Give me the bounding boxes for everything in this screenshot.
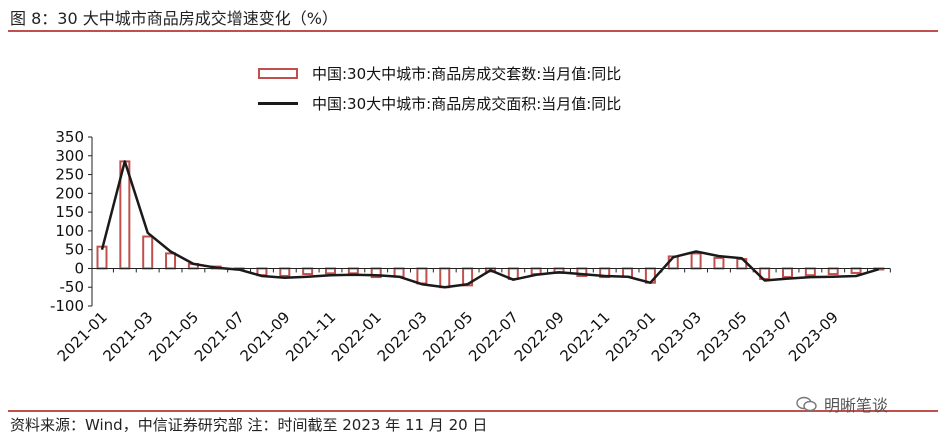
title-rule: [8, 30, 938, 32]
bar-2021-01: [96, 245, 108, 270]
bar-2023-08: [804, 267, 816, 277]
legend-bar-swatch: [258, 67, 298, 79]
bar-2023-09: [827, 267, 839, 276]
bar-2023-10: [850, 267, 862, 274]
bar-2021-04: [165, 252, 177, 270]
source-note: 资料来源：Wind，中信证券研究部 注：时间截至 2023 年 11 月 20 …: [10, 416, 488, 434]
line-series: [100, 160, 880, 289]
bar-2021-03: [142, 235, 154, 270]
y-tick-label: 50: [65, 241, 84, 259]
y-tick-label: -100: [50, 297, 84, 315]
bar-2021-12: [347, 267, 359, 275]
y-tick-label: 150: [55, 203, 84, 221]
legend: 中国:30大中城市:商品房成交套数:当月值:同比 中国:30大中城市:商品房成交…: [258, 58, 621, 118]
bar-2022-03: [416, 267, 428, 285]
y-tick-label: 300: [55, 147, 84, 165]
x-tick-label: 2023-09: [785, 308, 842, 365]
legend-entry-line: 中国:30大中城市:商品房成交面积:当月值:同比: [258, 88, 621, 118]
y-tick-label: 0: [74, 259, 84, 277]
legend-label-line: 中国:30大中城市:商品房成交面积:当月值:同比: [312, 94, 622, 113]
bar-2021-10: [302, 267, 314, 276]
y-tick-label: 100: [55, 222, 84, 240]
chart-title: 图 8：30 大中城市商品房成交增速变化（%）: [10, 9, 338, 28]
bar-2023-07: [782, 267, 793, 279]
bottom-rule: [8, 410, 938, 412]
bar-2023-03: [690, 252, 702, 270]
y-tick-label: -50: [60, 278, 85, 296]
wechat-icon: [796, 396, 817, 412]
legend-line-swatch: [258, 101, 298, 105]
bar-2021-09: [279, 267, 291, 277]
bar-2021-11: [325, 267, 336, 275]
watermark: 明晰笔谈: [796, 392, 888, 416]
legend-label-bar: 中国:30大中城市:商品房成交套数:当月值:同比: [312, 64, 622, 83]
y-tick-label: 350: [55, 128, 84, 146]
y-tick-label: 250: [55, 166, 84, 184]
watermark-text: 明晰笔谈: [824, 396, 889, 415]
bar-2022-04: [439, 267, 451, 289]
bar-2023-04: [713, 256, 725, 270]
legend-entry-bar: 中国:30大中城市:商品房成交套数:当月值:同比: [258, 58, 621, 88]
area-yoy-line: [100, 160, 880, 289]
y-tick-label: 200: [55, 184, 84, 202]
